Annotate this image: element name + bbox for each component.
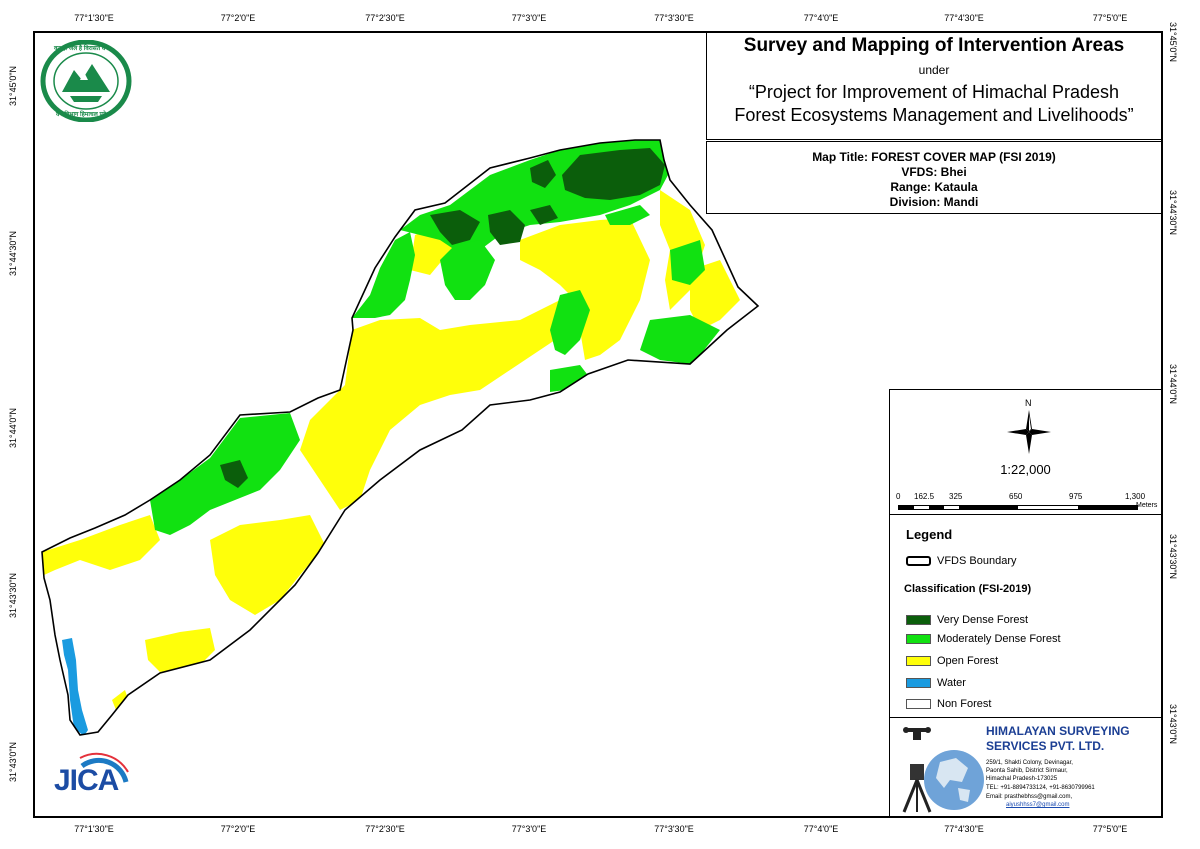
scale-label: 162.5: [914, 492, 935, 501]
vfds-boundary-outline: [41, 139, 760, 736]
open-forest-swatch: [906, 656, 931, 666]
very-dense-swatch: [906, 615, 931, 625]
forest-department-logo: वन ही जल है विरासत वन वन विभाग हिमाचल प्…: [40, 39, 132, 123]
legend-panel: N 1:22,000 0 162.5 325 650 975 1,300 Met…: [889, 389, 1162, 817]
company-address-2: Paonta Sahib, District Sirmaur,: [986, 768, 1068, 774]
legend-very-dense-row: Very Dense Forest: [906, 614, 1028, 626]
bottom-tick: 77°3'30"E: [654, 824, 694, 834]
legend-non-forest-row: Non Forest: [906, 698, 991, 710]
legend-title: Legend: [906, 527, 953, 542]
vfds-name: VFDS: Bhei: [901, 165, 967, 179]
jica-logo: JICA: [52, 744, 130, 804]
moderately-dense-swatch: [906, 634, 931, 644]
legend-open-forest-row: Open Forest: [906, 655, 998, 667]
bottom-tick: 77°1'30"E: [74, 824, 114, 834]
map-frame: [33, 31, 1163, 818]
very-dense-forest-areas: [220, 148, 665, 488]
legend-water-row: Water: [906, 677, 966, 689]
very-dense-label: Very Dense Forest: [937, 614, 1029, 626]
surveyor-tripod-globe-icon: [902, 727, 984, 813]
water-swatch: [906, 678, 931, 688]
company-email-1: Email: prasthebhss@gmail.com,: [986, 794, 1073, 800]
top-tick: 77°3'30"E: [654, 13, 694, 23]
project-line-2: Forest Ecosystems Management and Livelih…: [734, 105, 1134, 125]
map-info-block: Map Title: FOREST COVER MAP (FSI 2019) V…: [706, 141, 1162, 214]
bottom-tick: 77°2'30"E: [365, 824, 405, 834]
boundary-label: VFDS Boundary: [937, 555, 1017, 567]
survey-heading: Survey and Mapping of Intervention Areas: [743, 35, 1125, 56]
company-name-line-2: SERVICES PVT. LTD.: [986, 739, 1105, 753]
range-name: Range: Kataula: [890, 180, 978, 194]
bottom-tick: 77°5'0"E: [1092, 824, 1128, 834]
top-tick: 77°1'30"E: [74, 13, 114, 23]
top-tick: 77°4'30"E: [944, 13, 984, 23]
scale-label: 650: [1009, 492, 1023, 501]
bottom-tick: 77°2'0"E: [220, 824, 256, 834]
bottom-tick: 77°3'0"E: [511, 824, 547, 834]
map-title: Map Title: FOREST COVER MAP (FSI 2019): [812, 150, 1056, 164]
jica-logo-arc: [79, 752, 129, 783]
title-block: Survey and Mapping of Intervention Areas…: [706, 32, 1162, 140]
top-tick: 77°2'0"E: [220, 13, 256, 23]
open-forest-label: Open Forest: [937, 655, 999, 667]
bottom-tick: 77°4'30"E: [944, 824, 984, 834]
north-arrow-icon: [1007, 410, 1051, 454]
classification-title: Classification (FSI-2019): [904, 583, 1032, 595]
top-tick: 77°5'0"E: [1092, 13, 1128, 23]
legend-moderately-dense-row: Moderately Dense Forest: [906, 633, 1061, 645]
company-telephone: TEL: +91-8894733124, +91-8630799961: [986, 785, 1095, 791]
company-address-3: Himachal Pradesh-173025: [986, 776, 1058, 782]
top-tick: 77°3'0"E: [511, 13, 547, 23]
legend-boundary-row: VFDS Boundary: [906, 555, 1016, 567]
scale-label: 1,300: [1125, 492, 1146, 501]
jica-logo-text: JICA: [54, 764, 119, 797]
scale-bar: [898, 505, 1138, 510]
company-name-line-1: HIMALAYAN SURVEYING: [986, 724, 1130, 738]
north-label: N: [1025, 398, 1032, 408]
scale-unit: Meters: [1136, 502, 1158, 509]
non-forest-label: Non Forest: [937, 698, 992, 710]
forest-logo-department: वन विभाग हिमाचल प्रदेश: [56, 112, 111, 118]
forest-logo-motto: वन ही जल है विरासत वन: [54, 46, 109, 52]
company-address-1: 259/1, Shakti Colony, Devinagar,: [986, 760, 1073, 766]
project-line-1: “Project for Improvement of Himachal Pra…: [748, 82, 1120, 102]
water-label: Water: [937, 677, 966, 689]
top-tick: 77°2'30"E: [365, 13, 405, 23]
scale-label: 0: [896, 492, 901, 501]
water-stream: [62, 638, 88, 735]
scale-label: 975: [1069, 492, 1083, 501]
boundary-swatch: [906, 556, 931, 566]
forest-department-emblem: [40, 39, 132, 123]
top-tick: 77°4'0"E: [803, 13, 839, 23]
under-text: under: [918, 63, 950, 77]
division-name: Division: Mandi: [889, 195, 979, 209]
legend-divider: [890, 514, 1161, 515]
moderately-dense-label: Moderately Dense Forest: [937, 633, 1061, 645]
scale-label: 325: [949, 492, 963, 501]
scale-ratio: 1:22,000: [1000, 462, 1051, 477]
company-block: HIMALAYAN SURVEYING SERVICES PVT. LTD. 2…: [890, 717, 1161, 818]
non-forest-swatch: [906, 699, 931, 709]
company-email-2: aiyushhss7@gmail.com: [1006, 802, 1070, 808]
bottom-tick: 77°4'0"E: [803, 824, 839, 834]
